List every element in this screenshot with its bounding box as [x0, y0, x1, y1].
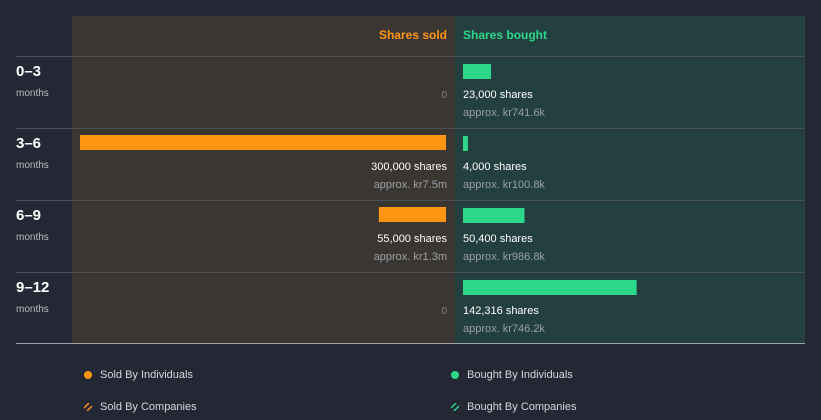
legend-sold-companies: Sold By Companies [84, 401, 197, 413]
sold-shares-label: 55,000 shares [377, 233, 447, 245]
bought-shares-label: 142,316 shares [463, 305, 539, 317]
bought-bar [463, 136, 468, 151]
legend-bought-individuals: Bought By Individuals [451, 369, 573, 381]
legend-label: Sold By Individuals [100, 369, 193, 381]
sold-bar [80, 135, 446, 150]
bought-approx-label: approx. kr746.2k [463, 323, 545, 335]
sold-bar [378, 207, 446, 222]
period-unit-label: months [16, 88, 49, 99]
period-unit-label: months [16, 160, 49, 171]
sold-approx-label: approx. kr7.5m [374, 179, 447, 191]
bought-bar [463, 280, 637, 295]
period-label: 9–12 [16, 279, 49, 296]
bought-bar [463, 64, 492, 79]
bought-shares-label: 50,400 shares [463, 233, 533, 245]
period-unit-label: months [16, 232, 49, 243]
bought-approx-label: approx. kr100.8k [463, 179, 545, 191]
sold-panel [72, 16, 455, 344]
bought-header: Shares bought [463, 28, 547, 42]
sold-shares-label: 300,000 shares [371, 161, 447, 173]
period-unit-label: months [16, 304, 49, 315]
sold-header: Shares sold [379, 28, 447, 42]
bought-shares-label: 4,000 shares [463, 161, 527, 173]
legend-dot-icon [84, 371, 92, 379]
legend-sold-individuals: Sold By Individuals [84, 369, 193, 381]
bought-bar [463, 208, 525, 223]
legend-label: Bought By Companies [467, 401, 577, 413]
insider-trading-chart: Shares sold Shares bought 0–3 months 0 23,000… [16, 16, 805, 344]
legend-hatch-icon [451, 403, 459, 411]
legend-dot-icon [451, 371, 459, 379]
period-label: 3–6 [16, 135, 41, 152]
legend-label: Sold By Companies [100, 401, 197, 413]
legend-label: Bought By Individuals [467, 369, 573, 381]
sold-approx-label: approx. kr1.3m [374, 251, 447, 263]
legend-bought-companies: Bought By Companies [451, 401, 576, 413]
sold-zero-label: 0 [441, 306, 447, 317]
bought-approx-label: approx. kr986.8k [463, 251, 545, 263]
period-label: 0–3 [16, 63, 41, 80]
bought-approx-label: approx. kr741.6k [463, 107, 545, 119]
period-label: 6–9 [16, 207, 41, 224]
legend-hatch-icon [84, 403, 92, 411]
sold-zero-label: 0 [441, 90, 447, 101]
bought-shares-label: 23,000 shares [463, 89, 533, 101]
